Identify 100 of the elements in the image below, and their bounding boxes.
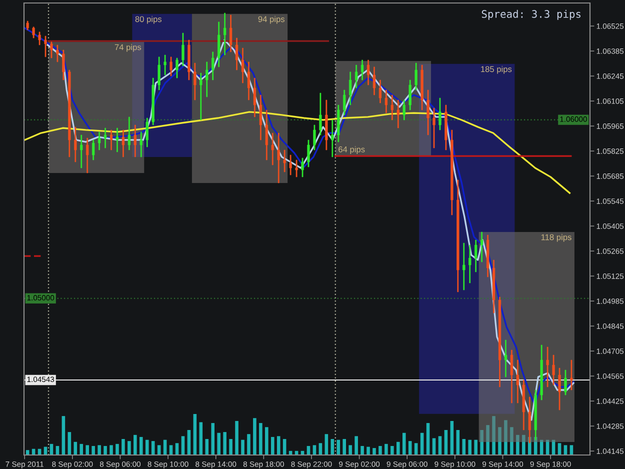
candlestick [50,42,53,58]
bar [211,423,215,455]
bar [128,441,131,455]
candlestick [158,56,160,90]
candlestick [558,368,561,410]
bar [432,438,436,455]
bar [265,427,268,455]
candlestick [354,64,358,88]
annotation: Spread: 3.3 pips [482,10,580,20]
annotation: 64 pips [338,146,365,154]
candlestick [86,138,89,174]
bar [372,448,376,455]
candlestick [176,58,178,78]
bar [342,439,346,455]
annotation: 185 pips [481,66,512,74]
annotation: 80 pips [135,16,162,24]
candlestick [200,72,202,120]
bar [402,432,406,455]
candlestick [552,354,555,386]
candlestick [295,160,298,178]
bar [98,445,101,455]
candlestick [468,244,472,284]
candlestick [331,120,334,158]
candlestick [384,90,388,114]
bar [516,434,520,455]
bar [426,423,430,455]
bar [360,446,364,455]
bar [235,420,238,455]
bar [247,434,250,455]
candlestick [241,48,244,84]
candlestick [80,134,83,168]
candlestick [116,128,119,152]
bar [336,440,340,455]
bar [462,439,466,455]
bar [378,446,382,455]
candlestick [170,56,172,76]
candlestick [564,370,567,396]
bar [354,436,358,455]
candlestick [462,242,466,290]
candlestick [498,296,502,388]
candlestick [56,44,59,62]
candlestick [62,50,65,80]
bar [348,445,352,455]
bar [145,440,149,455]
candlestick [390,94,394,120]
candlestick [26,20,29,30]
bar [510,427,514,455]
bar [498,427,502,455]
candlestick [414,62,418,90]
annotation: 118 pips [541,234,572,242]
candlestick [32,26,35,38]
candlestick [182,32,184,66]
candlestick [426,90,430,136]
candlestick [38,32,41,46]
bar [199,422,203,455]
candlestick [206,62,208,98]
candlestick [122,130,125,158]
candlestick [289,154,292,176]
candlestick [301,158,304,178]
bar [474,440,478,455]
bar [384,444,388,455]
bar [492,416,496,455]
bar [396,442,400,455]
candlestick [546,346,549,388]
bar [229,439,232,455]
candlestick [432,108,436,148]
bar [522,434,526,455]
candlestick [74,126,77,162]
bar [450,420,454,455]
bar [80,444,84,455]
bar [116,444,119,455]
candlestick [277,132,280,184]
bar [62,416,66,455]
bar [259,423,262,455]
candlestick [223,12,226,56]
bar [253,418,256,455]
candlestick [104,128,107,148]
bar [193,414,197,455]
bar [480,430,484,455]
candlestick [128,116,131,150]
bar [122,439,125,455]
bar [223,432,226,455]
candlestick [283,150,286,172]
bar [110,445,113,455]
candlestick [319,92,322,136]
bar [86,445,89,455]
candlestick [366,60,370,86]
candlestick [313,124,316,150]
bar [504,420,508,455]
annotation: 94 pips [258,16,284,24]
candlestick [504,340,508,378]
bar [217,432,220,455]
bar [438,436,442,455]
bar [140,436,143,455]
candlestick [480,232,484,262]
bar [276,436,280,455]
candlestick [44,36,47,58]
bar [468,440,472,455]
bar [205,439,209,455]
bar [181,436,185,455]
